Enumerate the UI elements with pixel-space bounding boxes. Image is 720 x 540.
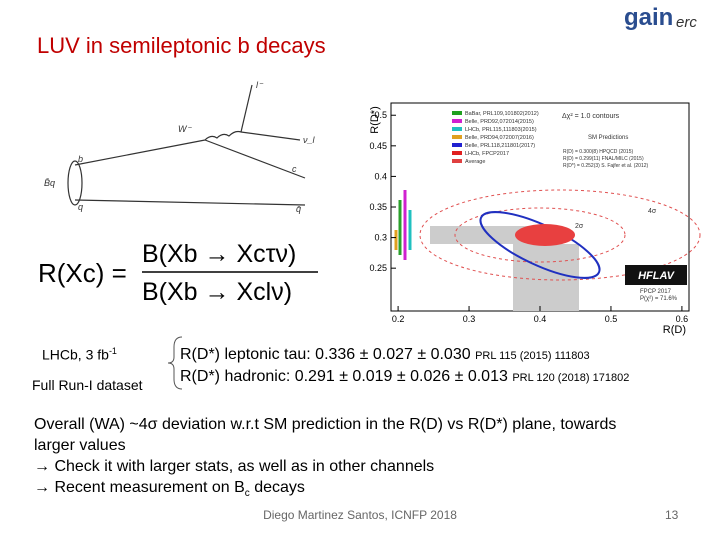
bullet-text: Recent measurement on B xyxy=(54,479,245,496)
y-tick-label: 0.25 xyxy=(369,263,387,273)
legend-entry: LHCb, PRL115,111803(2015) xyxy=(465,127,537,133)
logo: erc xyxy=(676,14,697,31)
legend-swatch xyxy=(452,135,462,139)
bullet-text: decays xyxy=(249,479,305,496)
diagram-label: W⁻ xyxy=(178,124,192,134)
bullet-text: Check it with larger stats, as well as i… xyxy=(54,458,435,475)
formula-numerator: B(Xb → Xcτν) xyxy=(142,240,296,268)
sm-line: R(D) = 0.299(11) FNAL/MILC (2015) xyxy=(563,156,644,162)
x-tick-label: 0.3 xyxy=(463,314,476,324)
plot: HFLAV FPCP 2017 P(χ²) = 71.6% 2σ 4σ Δχ² … xyxy=(369,102,701,336)
badge-sub: FPCP 2017 xyxy=(640,289,672,295)
sm-line: R(D) = 0.300(8) HPQCD (2015) xyxy=(563,149,633,155)
sm-title: SM Predictions xyxy=(588,135,628,141)
x-tick-label: 0.4 xyxy=(534,314,547,324)
y-tick-label: 0.4 xyxy=(374,171,387,181)
legend-swatch xyxy=(452,159,462,163)
diagram-label: b xyxy=(78,154,83,164)
feynman-diagram xyxy=(67,84,306,206)
bullet: → Recent measurement on Bc decays xyxy=(34,479,305,500)
footer: Diego Martinez Santos, ICNFP 2018 xyxy=(263,508,457,522)
diagram-label: l⁻ xyxy=(256,80,264,90)
result-line: R(D*) hadronic: 0.291 ± 0.019 ± 0.026 ± … xyxy=(180,368,629,386)
legend-entry: BaBar, PRL109,101802(2012) xyxy=(465,111,539,117)
result-line: R(D*) leptonic tau: 0.336 ± 0.027 ± 0.03… xyxy=(180,346,590,364)
legend-swatch xyxy=(452,111,462,115)
diagram-label: q̄ xyxy=(296,204,301,214)
result-ref: PRL 120 (2018) 171802 xyxy=(512,372,630,384)
legend-swatch xyxy=(452,119,462,123)
y-tick-label: 0.45 xyxy=(369,141,387,151)
y-axis-label: R(D*) xyxy=(369,106,381,134)
x-tick-label: 0.6 xyxy=(676,314,689,324)
x-tick-label: 0.2 xyxy=(392,314,405,324)
body-text: larger values xyxy=(34,437,126,454)
legend-entry: Average xyxy=(465,159,485,165)
x-tick-label: 0.5 xyxy=(605,314,618,324)
legend-entry: Belle, PRD92,072014(2015) xyxy=(465,119,534,125)
sigma-label: 4σ xyxy=(648,208,657,215)
result-text: R(D*) hadronic: 0.291 ± 0.019 ± 0.026 ± … xyxy=(180,368,508,385)
legend-entry: LHCb, FPCP2017 xyxy=(465,151,509,157)
y-tick-label: 0.5 xyxy=(374,110,387,120)
sigma-label: 2σ xyxy=(575,223,584,230)
legend-swatch xyxy=(452,143,462,147)
badge-p: P(χ²) = 71.6% xyxy=(640,296,678,302)
legend-entry: Belle, PRD94,072007(2016) xyxy=(465,135,534,141)
sm-line: R(D*) = 0.252(3) S. Fajfer et al. (2012) xyxy=(563,163,649,169)
brace xyxy=(167,336,183,390)
body-text: Overall (WA) ~4σ deviation w.r.t SM pred… xyxy=(34,416,617,433)
left-label: LHCb, 3 fb-1 xyxy=(42,346,117,363)
bullet: → Check it with larger stats, as well as… xyxy=(34,458,435,475)
badge: HFLAV xyxy=(638,270,676,282)
y-tick-label: 0.3 xyxy=(374,233,387,243)
diagram-label: B̄q xyxy=(44,178,55,188)
logo: gain xyxy=(624,4,674,31)
subscript: c xyxy=(244,488,250,500)
result-text: R(D*) leptonic tau: 0.336 ± 0.027 ± 0.03… xyxy=(180,346,471,363)
diagram-label: ν_l xyxy=(303,135,316,145)
diagram-label: q xyxy=(78,202,83,212)
diagram-label: c xyxy=(292,164,297,174)
x-axis-label: R(D) xyxy=(663,324,686,336)
left-label: Full Run-I dataset xyxy=(32,377,143,393)
formula-lhs: R(Xc) = xyxy=(38,258,127,288)
formula-denominator: B(Xb → Xclν) xyxy=(142,278,292,306)
result-ref: PRL 115 (2015) 111803 xyxy=(475,350,590,362)
left-label-text: LHCb, 3 fb xyxy=(42,346,109,363)
legend-swatch xyxy=(452,151,462,155)
slide-title: LUV in semileptonic b decays xyxy=(37,33,326,58)
page-number: 13 xyxy=(665,508,679,522)
y-tick-label: 0.35 xyxy=(369,202,387,212)
legend-entry: Belle, PRL118,211801(2017) xyxy=(465,143,535,149)
contour-label: Δχ² = 1.0 contours xyxy=(562,113,620,120)
superscript: -1 xyxy=(108,346,117,356)
formula: R(Xc) = B(Xb → Xcτν) B(Xb → Xclν) xyxy=(38,240,318,306)
legend-swatch xyxy=(452,127,462,131)
